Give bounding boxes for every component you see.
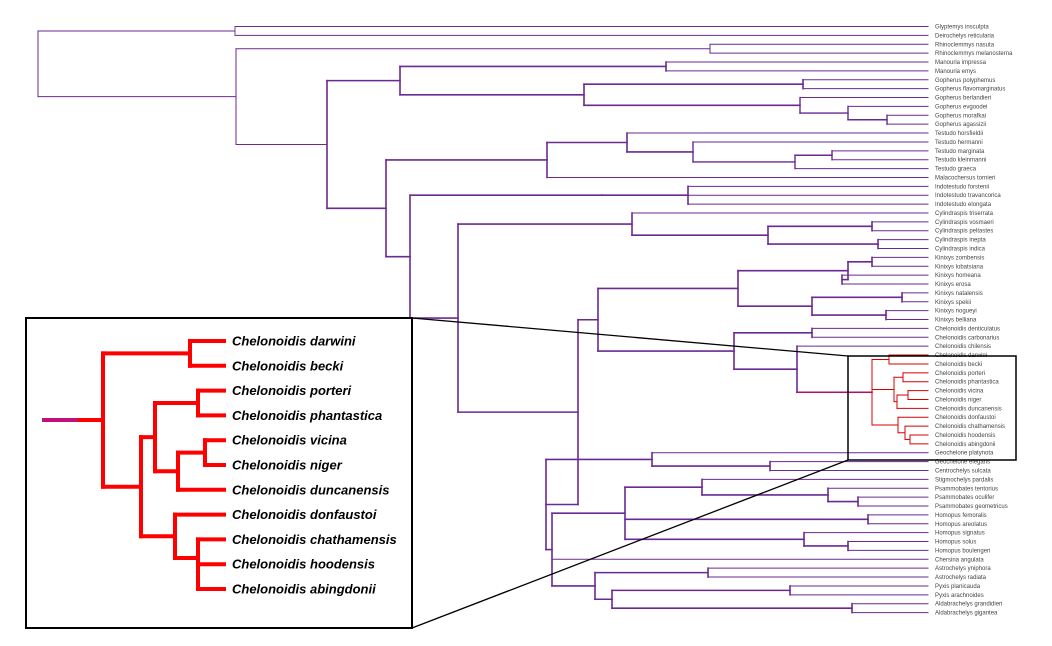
tip-labels: Glyptemys insculpta Deirochelys reticular…: [935, 25, 1013, 617]
tip-label: Manouria impressa: [935, 60, 987, 66]
inset-panel: Chelonoidis darwini Chelonoidis becki Chel…: [25, 317, 413, 629]
inset-tip-label: Chelonoidis chathamensis: [232, 532, 397, 547]
inset-tip-label: Chelonoidis phantastica: [232, 408, 382, 423]
inset-tip-label: Chelonoidis becki: [232, 358, 344, 373]
tip-label: Chersina angulata: [935, 557, 984, 563]
tip-label: Cylindraspis triserrata: [935, 211, 994, 217]
inset-tip-label: Chelonoidis vicina: [232, 433, 347, 448]
tip-label: Gopherus flavomarginatus: [935, 87, 1005, 93]
tip-label: Chelonoidis carbonarius: [935, 335, 999, 341]
tip-label: Homopus femoralis: [935, 513, 987, 519]
tip-label: Kinixys zombensis: [935, 255, 984, 261]
tip-label: Homopus areolatus: [935, 522, 987, 528]
tip-label: Chelonoidis donfaustoi: [935, 415, 996, 421]
tip-label: Psammobates tentorius: [935, 486, 998, 492]
inset-tip-label: Chelonoidis abingdonii: [232, 582, 376, 597]
zoom-highlight-box: [411, 317, 1017, 629]
tip-label: Manouria emys: [935, 69, 976, 75]
tip-label: Homopus solus: [935, 540, 976, 546]
tip-label: Astrochelys yniphora: [935, 566, 991, 572]
inset-tip-label: Chelonoidis darwini: [232, 334, 356, 349]
tip-label: Kinixys natalensis: [935, 291, 983, 297]
inset-tip-label: Chelonoidis donfaustoi: [232, 507, 377, 522]
tip-label: Pyxis planicauda: [935, 584, 981, 590]
tip-label: Chelonoidis chilensis: [935, 344, 991, 350]
highlight-rectangle: [847, 355, 1017, 461]
connector-line-bottom: [411, 459, 849, 629]
tip-label: Gopherus berlandieri: [935, 96, 991, 102]
tip-label: Gopherus evgoodei: [935, 104, 987, 110]
tip-label: Centrochelys sulcata: [935, 469, 991, 475]
tip-label: Kinixys erosa: [935, 282, 971, 288]
tip-label: Deirochelys reticularia: [935, 33, 995, 39]
tip-label: Rhinoclemmys melanosterna: [935, 51, 1013, 57]
tip-label: Cylindraspis inepta: [935, 238, 986, 244]
tip-label: Chelonoidis abingdonii: [935, 442, 995, 448]
tip-label: Testudo kleinmanni: [935, 158, 986, 164]
tip-label: Kinixys homeana: [935, 273, 981, 279]
tip-label: Kinixys belliana: [935, 318, 977, 324]
tip-label: Stigmochelys pardalis: [935, 477, 993, 483]
tip-label: Malacochersus tornieri: [935, 175, 995, 181]
tip-label: Chelonoidis phantastica: [935, 380, 999, 386]
tip-label: Glyptemys insculpta: [935, 25, 989, 31]
inset-tip-label: Chelonoidis hoodensis: [232, 557, 375, 572]
tip-label: Chelonoidis vicina: [935, 389, 984, 395]
tip-label: Kinixys lobatsiana: [935, 264, 984, 270]
tip-label: Testudo hermanni: [935, 140, 983, 146]
tip-label: Chelonoidis chathamensis: [935, 424, 1005, 430]
tip-label: Testudo marginata: [935, 149, 985, 155]
inset-tip-label: Chelonoidis porteri: [232, 383, 352, 398]
tip-label: Geochelone elegans: [935, 460, 990, 466]
tip-label: Rhinoclemmys nasuta: [935, 42, 995, 48]
tip-label: Testudo graeca: [935, 167, 977, 173]
tip-label: Chelonoidis becki: [935, 362, 982, 368]
tip-label: Cylindraspis vosmaeri: [935, 220, 994, 226]
tip-label: Pyxis arachnoides: [935, 593, 984, 599]
tip-label: Chelonoidis hoodensis: [935, 433, 995, 439]
tip-label: Geochelone platynota: [935, 451, 994, 457]
tip-label: Cylindraspis peltastes: [935, 229, 993, 235]
tip-label: Aldabrachelys gigantea: [935, 611, 998, 617]
tip-label: Psammobates geometricus: [935, 504, 1008, 510]
tip-label: Indotestudo elongata: [935, 202, 992, 208]
connector-line-top: [411, 317, 849, 357]
tip-label: Kinixys spekii: [935, 300, 971, 306]
tip-label: Homopus signatus: [935, 531, 985, 537]
tip-label: Kinixys nogueyi: [935, 309, 977, 315]
inset-frame: [25, 317, 413, 629]
tip-label: Testudo horsfieldii: [935, 131, 983, 137]
tip-label: Gopherus polyphemus: [935, 78, 995, 84]
inset-tip-label: Chelonoidis niger: [232, 458, 343, 473]
tip-label: Chelonoidis denticulatus: [935, 326, 1000, 332]
inset-tip-label: Chelonoidis duncanensis: [232, 482, 389, 497]
tip-label: Indotestudo forstenii: [935, 184, 989, 190]
tip-label: Indotestudo travancorica: [935, 193, 1001, 199]
tip-label: Chelonoidis niger: [935, 397, 981, 403]
tip-label: Chelonoidis porteri: [935, 371, 985, 377]
tip-label: Psammobates oculifer: [935, 495, 994, 501]
tip-label: Gopherus morafkai: [935, 113, 986, 119]
tip-label: Aldabrachelys grandidieri: [935, 602, 1002, 608]
tip-label: Chelonoidis duncanensis: [935, 406, 1002, 412]
tip-label: Cylindraspis indica: [935, 247, 986, 253]
tip-label: Homopus boulengeri: [935, 548, 990, 554]
tip-label: Gopherus agassizii: [935, 122, 986, 128]
tree-branches: [37, 26, 929, 614]
tip-label: Astrochelys radiata: [935, 575, 987, 581]
